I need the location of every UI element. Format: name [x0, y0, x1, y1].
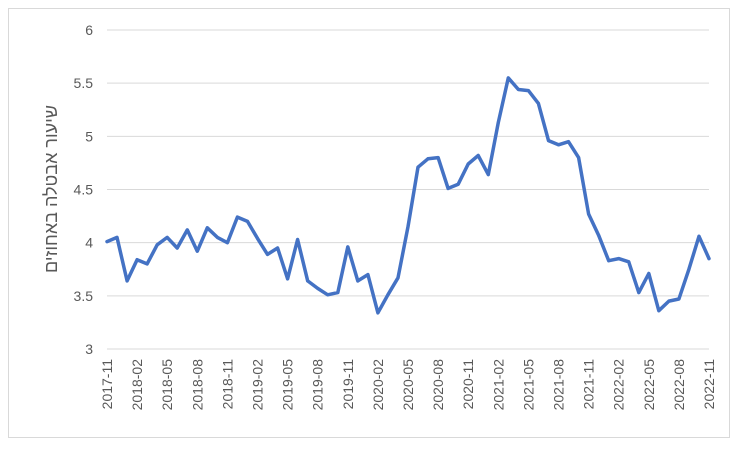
y-tick-label: 5 [85, 128, 93, 144]
data-point [476, 153, 480, 157]
data-point [567, 140, 571, 144]
data-point [587, 212, 591, 216]
data-point [687, 267, 691, 271]
line-chart: 3 3.5 4 4.5 5 5.5 6 2017-11 2018-02 2018-05 2018-… [41, 22, 717, 411]
data-point [557, 143, 560, 147]
data-point [306, 279, 310, 283]
data-point [466, 162, 470, 166]
data-point [677, 297, 681, 301]
x-tick-label: 2018-05 [159, 359, 175, 411]
data-point [647, 272, 651, 276]
data-point [426, 157, 430, 161]
x-tick-label: 2022-02 [611, 359, 627, 411]
data-point [496, 121, 500, 125]
y-axis-ticks: 3 3.5 4 4.5 5 5.5 6 [74, 22, 94, 357]
data-point [657, 309, 661, 313]
data-point [256, 236, 259, 240]
series-layer [105, 76, 711, 315]
data-point [125, 279, 129, 283]
x-tick-label: 2020-02 [370, 359, 386, 411]
data-point [195, 249, 199, 253]
data-point [697, 234, 701, 238]
x-tick-label: 2018-02 [129, 359, 145, 411]
data-point [406, 225, 410, 229]
data-point [546, 139, 550, 143]
y-axis-title: שיעור אבטלה באחוזים [41, 105, 61, 273]
x-tick-label: 2017-11 [99, 359, 115, 410]
data-point [617, 257, 621, 261]
data-point [286, 277, 290, 281]
gridlines [107, 29, 709, 350]
data-point [607, 259, 611, 263]
data-point [205, 226, 209, 230]
data-point [245, 219, 249, 223]
data-point [185, 228, 189, 232]
data-point [506, 76, 510, 80]
series-line [105, 76, 711, 315]
data-point [356, 279, 360, 283]
data-point [436, 156, 440, 160]
data-point [225, 241, 229, 245]
data-point [135, 258, 139, 262]
data-point [446, 186, 450, 190]
x-tick-label: 2020-11 [460, 359, 476, 410]
x-tick-label: 2020-08 [430, 359, 446, 411]
data-point [637, 291, 641, 295]
y-tick-label: 3.5 [74, 288, 94, 304]
data-point [336, 291, 340, 295]
chart-frame: 3 3.5 4 4.5 5 5.5 6 2017-11 2018-02 2018-05 2018-… [8, 8, 730, 438]
x-tick-label: 2019-02 [250, 359, 266, 411]
x-tick-label: 2019-08 [310, 359, 326, 411]
data-point [597, 233, 601, 237]
x-tick-label: 2018-11 [219, 359, 235, 410]
data-point [215, 235, 219, 239]
data-point [235, 215, 239, 219]
x-tick-label: 2020-05 [400, 359, 416, 411]
x-tick-label: 2021-08 [551, 359, 567, 411]
x-tick-label: 2022-08 [671, 359, 687, 411]
y-tick-label: 3 [85, 341, 93, 357]
x-tick-label: 2022-05 [641, 359, 657, 411]
data-point [316, 286, 320, 290]
y-tick-label: 4.5 [74, 182, 94, 198]
y-tick-label: 5.5 [74, 75, 94, 91]
y-tick-label: 4 [85, 235, 93, 251]
data-point [667, 299, 671, 303]
data-point [296, 237, 300, 241]
data-point [155, 243, 159, 247]
data-point [486, 173, 490, 177]
data-point [396, 276, 400, 280]
x-tick-label: 2019-11 [340, 359, 356, 410]
data-point [366, 273, 370, 277]
x-tick-label: 2021-11 [581, 359, 597, 410]
data-point [526, 89, 530, 93]
data-point [145, 262, 149, 266]
x-tick-label: 2018-08 [189, 359, 205, 411]
data-point [577, 156, 581, 160]
data-point [165, 235, 169, 239]
data-point [115, 235, 119, 239]
data-point [376, 311, 380, 315]
x-tick-label: 2021-02 [490, 359, 506, 411]
data-point [386, 293, 390, 297]
data-point [326, 293, 330, 297]
data-point [416, 165, 420, 169]
data-point [456, 182, 460, 186]
data-point [346, 245, 350, 249]
data-point [536, 101, 540, 105]
data-point [516, 88, 520, 92]
x-axis-ticks: 2017-11 2018-02 2018-05 2018-08 2018-11 2019-… [99, 359, 717, 411]
x-tick-label: 2019-05 [280, 359, 296, 411]
x-tick-label: 2022-11 [701, 359, 717, 410]
y-tick-label: 6 [85, 22, 93, 38]
data-point [627, 260, 631, 264]
data-point [175, 246, 179, 250]
data-point [105, 240, 109, 244]
x-tick-label: 2021-05 [520, 359, 536, 411]
data-point [266, 252, 270, 256]
data-point [276, 246, 280, 250]
data-point [707, 257, 711, 261]
